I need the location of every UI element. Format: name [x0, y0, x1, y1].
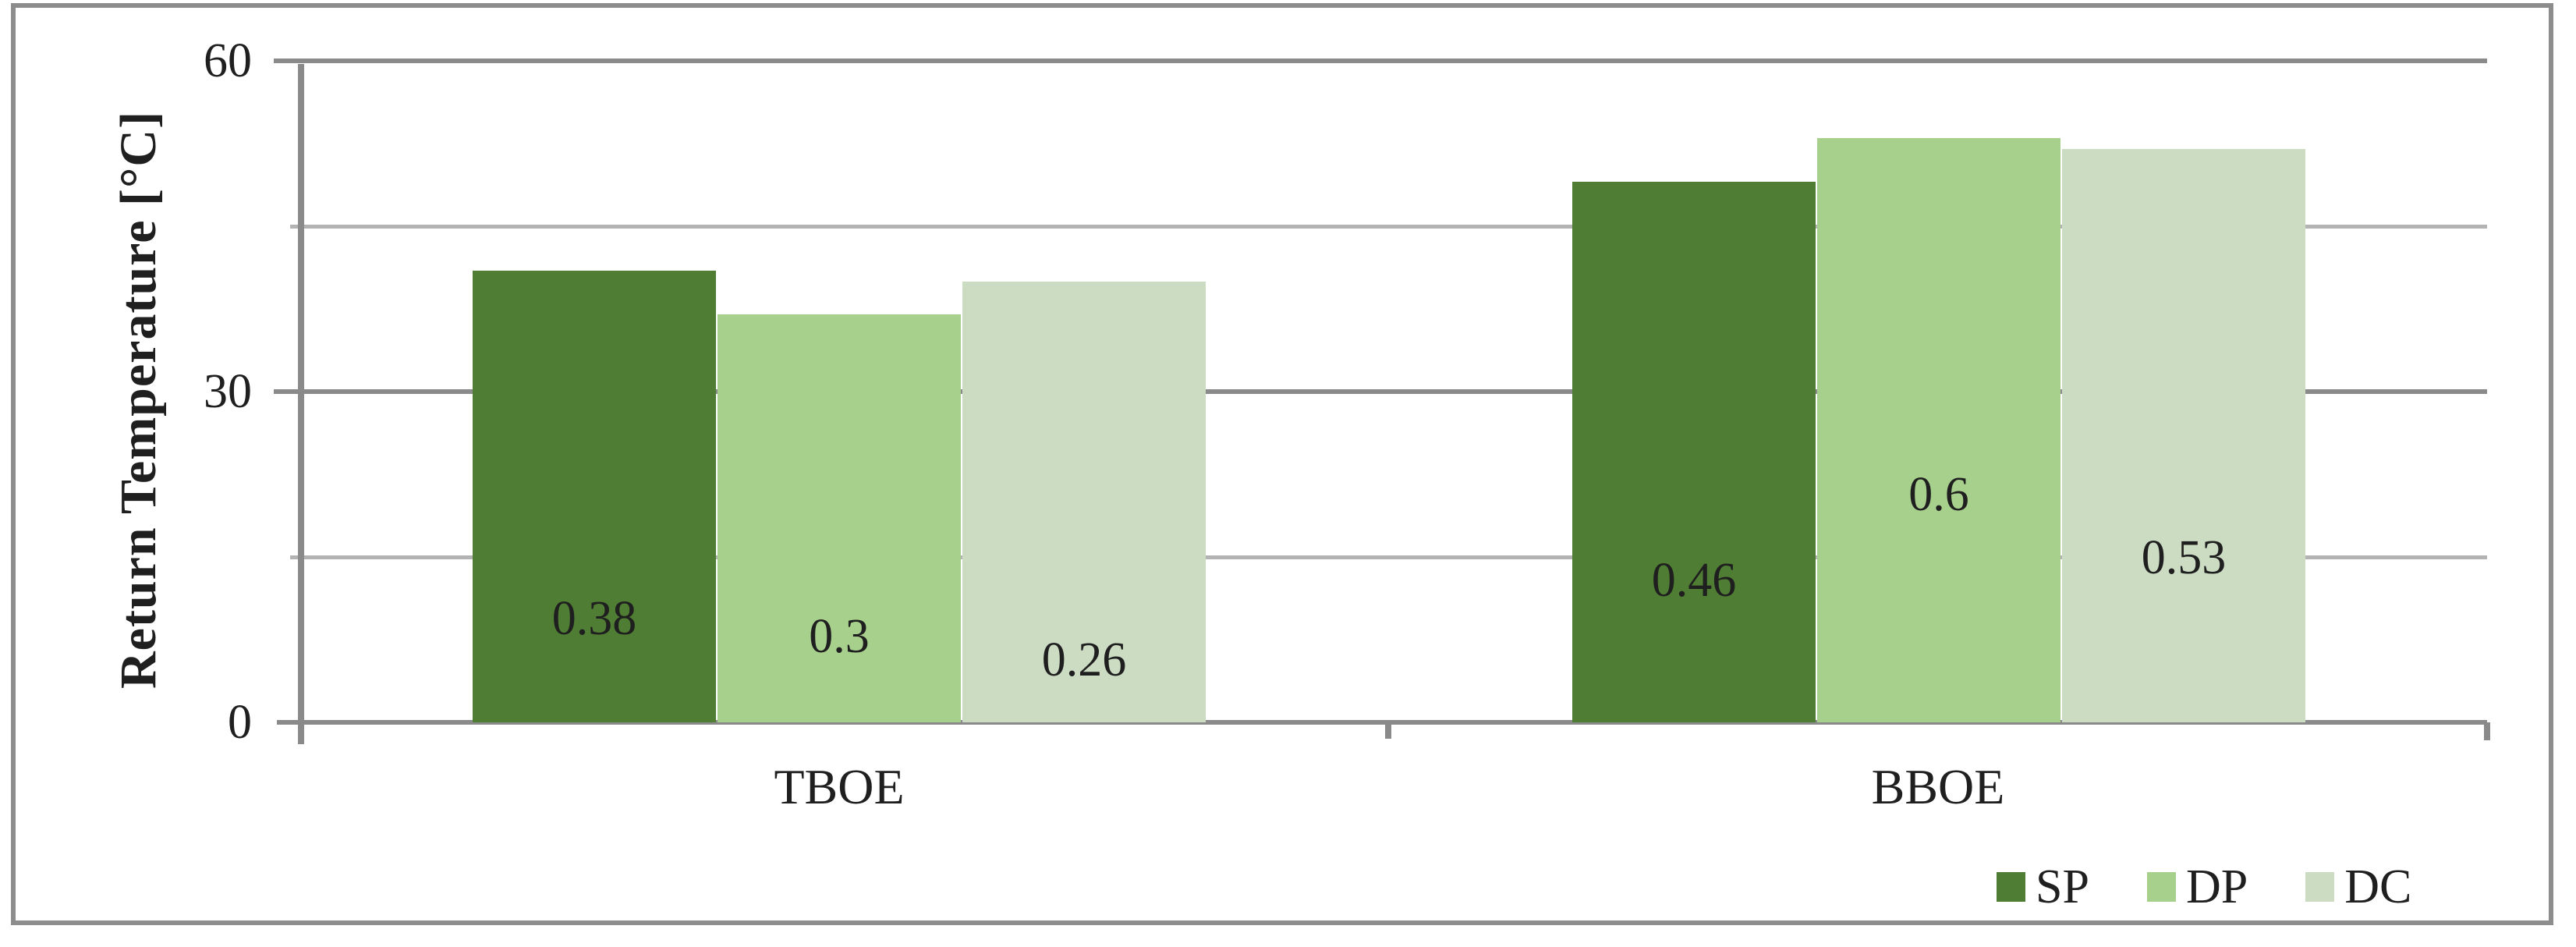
axis-end-tick	[2484, 722, 2490, 740]
legend-swatch-dp	[2146, 872, 2176, 902]
legend-entry-sp: SP	[1997, 863, 2089, 911]
bar-bboe-dp	[1817, 137, 2060, 722]
y-tick-30	[274, 389, 290, 394]
legend-label-sp: SP	[2036, 860, 2089, 913]
y-tick-label-60: 60	[204, 34, 252, 87]
gridline-y-60	[290, 59, 2487, 63]
bar-bboe-sp	[1572, 182, 1816, 722]
bar-label-bboe-dp: 0.6	[1908, 468, 1969, 521]
bar-label-bboe-dc: 0.53	[2141, 531, 2227, 584]
x-axis-baseline	[277, 720, 2487, 725]
legend-label-dp: DP	[2185, 860, 2248, 913]
bar-tboe-dp	[718, 314, 961, 722]
gridline-y-15	[290, 555, 2487, 559]
legend-label-dc: DC	[2344, 860, 2412, 913]
bar-tboe-sp	[473, 270, 716, 722]
legend-entry-dc: DC	[2305, 863, 2411, 911]
legend: SP DP DC	[1997, 863, 2411, 911]
bar-bboe-dc	[2062, 149, 2305, 722]
bar-label-tboe-sp: 0.38	[551, 592, 637, 645]
chart-outer-border: Return Temperature [°C] 0 30 60 0.38 0.3 0.2…	[11, 3, 2553, 925]
category-label-tboe: TBOE	[774, 759, 905, 814]
y-tick-label-0: 0	[228, 696, 252, 749]
y-tick-label-30: 30	[204, 365, 252, 418]
legend-entry-dp: DP	[2146, 860, 2248, 913]
y-tick-60	[274, 59, 290, 63]
bar-label-tboe-dp: 0.3	[809, 610, 870, 663]
legend-swatch-dc	[2305, 872, 2335, 902]
y-axis-line	[298, 64, 304, 744]
bar-tboe-dc	[962, 281, 1206, 722]
category-label-bboe: BBOE	[1871, 759, 2005, 814]
bar-label-tboe-dc: 0.26	[1041, 633, 1127, 686]
gridline-y-45	[290, 225, 2487, 229]
bar-label-bboe-sp: 0.46	[1651, 554, 1737, 607]
category-boundary-tick	[1385, 722, 1391, 739]
legend-swatch-sp	[1997, 872, 2025, 902]
gridline-y-30	[290, 389, 2487, 394]
